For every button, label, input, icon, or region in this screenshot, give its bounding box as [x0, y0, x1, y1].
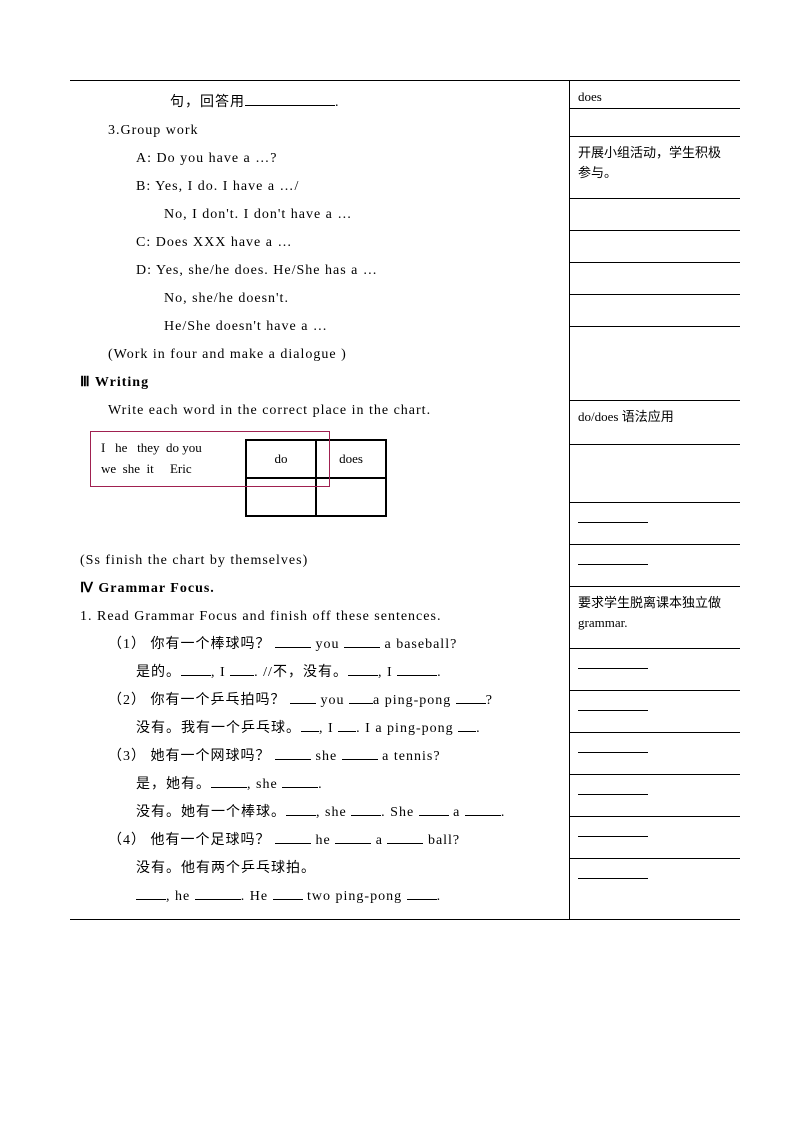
side-cell: does — [570, 81, 740, 109]
q4-line3: , he . He two ping-pong . — [80, 883, 559, 911]
side-cell — [570, 733, 740, 775]
side-cell — [570, 231, 740, 263]
word-bank-row: I he they do you — [101, 438, 319, 459]
text: . — [318, 777, 323, 792]
side-cell — [570, 109, 740, 137]
line-ss-finish: (Ss finish the chart by themselves) — [80, 547, 559, 575]
side-cell — [570, 503, 740, 545]
text: . — [476, 721, 481, 736]
heading-writing: Ⅲ Writing — [80, 369, 559, 397]
line-a: A: Do you have a …? — [80, 145, 559, 173]
text: ball? — [423, 833, 460, 848]
side-cell — [570, 327, 740, 401]
side-cell — [570, 775, 740, 817]
side-cell — [570, 817, 740, 859]
text: 句，回答用 — [170, 95, 245, 110]
line-b2: No, I don't. I don't have a … — [80, 201, 559, 229]
side-cell: 要求学生脱离课本独立做grammar. — [570, 587, 740, 649]
side-cell — [570, 859, 740, 919]
text: a — [371, 833, 387, 848]
text: , I — [319, 721, 338, 736]
side-cell — [570, 545, 740, 587]
text: . — [437, 889, 442, 904]
q2-line1: （2） 你有一个乒乓拍吗？ you a ping-pong ? — [80, 687, 559, 715]
text: . He — [241, 889, 273, 904]
text: （3） 她有一个网球吗？ — [108, 749, 271, 764]
text: two ping-pong — [303, 889, 407, 904]
text: . — [437, 665, 442, 680]
line-b: B: Yes, I do. I have a …/ — [80, 173, 559, 201]
text: , she — [247, 777, 282, 792]
line-write-instr: Write each word in the correct place in … — [80, 397, 559, 425]
text: , I — [211, 665, 230, 680]
text: 没有。她有一个棒球。 — [136, 805, 286, 820]
side-cell — [570, 649, 740, 691]
line-work4: (Work in four and make a dialogue ) — [80, 341, 559, 369]
text: a tennis? — [378, 749, 441, 764]
q1-line1: （1） 你有一个棒球吗？ you a baseball? — [80, 631, 559, 659]
line-answer: 句，回答用. — [80, 89, 559, 117]
text: . She — [381, 805, 419, 820]
line-d: D: Yes, she/he does. He/She has a … — [80, 257, 559, 285]
line-groupwork: 3.Group work — [80, 117, 559, 145]
side-cell: do/does 语法应用 — [570, 401, 740, 445]
text: 是的。 — [136, 665, 181, 680]
word-bank-row: we she it Eric — [101, 459, 319, 480]
q1-line2: 是的。 , I . //不，没有。 , I . — [80, 659, 559, 687]
text: , she — [316, 805, 351, 820]
text: （1） 你有一个棒球吗？ — [108, 637, 271, 652]
line-c: C: Does XXX have a … — [80, 229, 559, 257]
page-table: 句，回答用. 3.Group work A: Do you have a …? … — [70, 80, 740, 920]
line-read-gf: 1. Read Grammar Focus and finish off the… — [80, 603, 559, 631]
text: . I a ping-pong — [356, 721, 458, 736]
text: you — [311, 637, 344, 652]
text: a baseball? — [380, 637, 457, 652]
word-bank: I he they do you we she it Eric — [90, 431, 330, 487]
text: . — [501, 805, 506, 820]
q3-line3: 没有。她有一个棒球。 , she . She a . — [80, 799, 559, 827]
q4-line2: 没有。他有两个乒乓球拍。 — [80, 855, 559, 883]
heading-grammar: Ⅳ Grammar Focus. — [80, 575, 559, 603]
text: she — [311, 749, 342, 764]
word-chart: do does I he they do you we she it Eric — [90, 431, 410, 541]
text: ? — [486, 693, 493, 708]
q4-line1: （4） 他有一个足球吗？ he a ball? — [80, 827, 559, 855]
text: 没有。我有一个乒乓球。 — [136, 721, 301, 736]
side-column: does 开展小组活动，学生积极参与。 do/does 语法应用 要求学生脱离课… — [570, 81, 740, 919]
text: he — [311, 833, 335, 848]
text: （2） 你有一个乒乓拍吗？ — [108, 693, 286, 708]
text: . //不，没有。 — [254, 665, 348, 680]
line-d3: He/She doesn't have a … — [80, 313, 559, 341]
side-cell — [570, 263, 740, 295]
side-cell — [570, 691, 740, 733]
side-cell — [570, 445, 740, 503]
text: 是，她有。 — [136, 777, 211, 792]
text: a ping-pong — [373, 693, 456, 708]
text: a — [449, 805, 465, 820]
main-column: 句，回答用. 3.Group work A: Do you have a …? … — [70, 81, 570, 919]
text: （4） 他有一个足球吗？ — [108, 833, 271, 848]
line-d2: No, she/he doesn't. — [80, 285, 559, 313]
side-cell — [570, 295, 740, 327]
text: , he — [166, 889, 195, 904]
side-cell: 开展小组活动，学生积极参与。 — [570, 137, 740, 199]
q3-line1: （3） 她有一个网球吗？ she a tennis? — [80, 743, 559, 771]
text: you — [316, 693, 349, 708]
q2-line2: 没有。我有一个乒乓球。 , I . I a ping-pong . — [80, 715, 559, 743]
text: . — [335, 95, 340, 110]
q3-line2: 是，她有。 , she . — [80, 771, 559, 799]
side-cell — [570, 199, 740, 231]
text: , I — [378, 665, 397, 680]
